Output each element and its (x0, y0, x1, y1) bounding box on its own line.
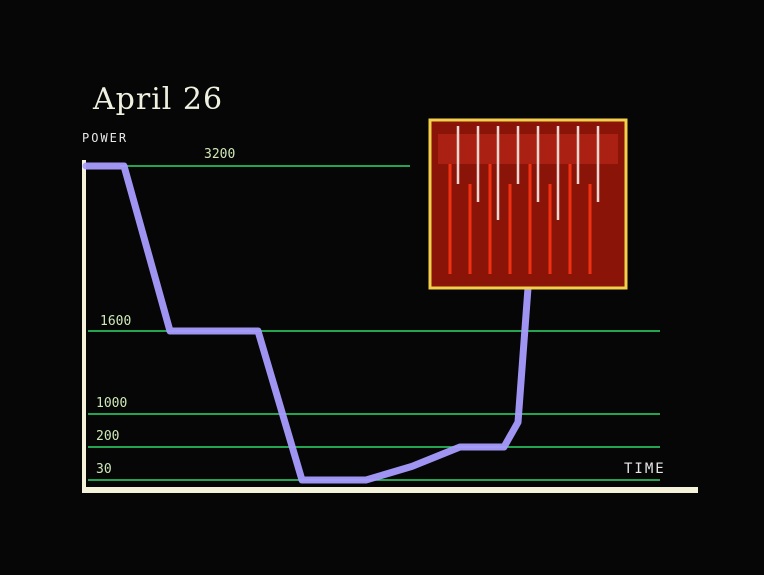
y-axis-label: POWER (82, 131, 129, 145)
y-tick-label-3200: 3200 (204, 147, 236, 162)
inset-border (428, 118, 628, 290)
inset-glow (438, 134, 618, 164)
chart-title: April 26 (93, 82, 224, 117)
y-tick-label-1600: 1600 (100, 314, 132, 329)
x-axis-label: TIME (624, 461, 666, 477)
power-line (82, 162, 532, 484)
y-tick-label-1000: 1000 (96, 396, 128, 411)
y-tick-label-30: 30 (96, 462, 112, 477)
y-tick-label-200: 200 (96, 429, 120, 444)
